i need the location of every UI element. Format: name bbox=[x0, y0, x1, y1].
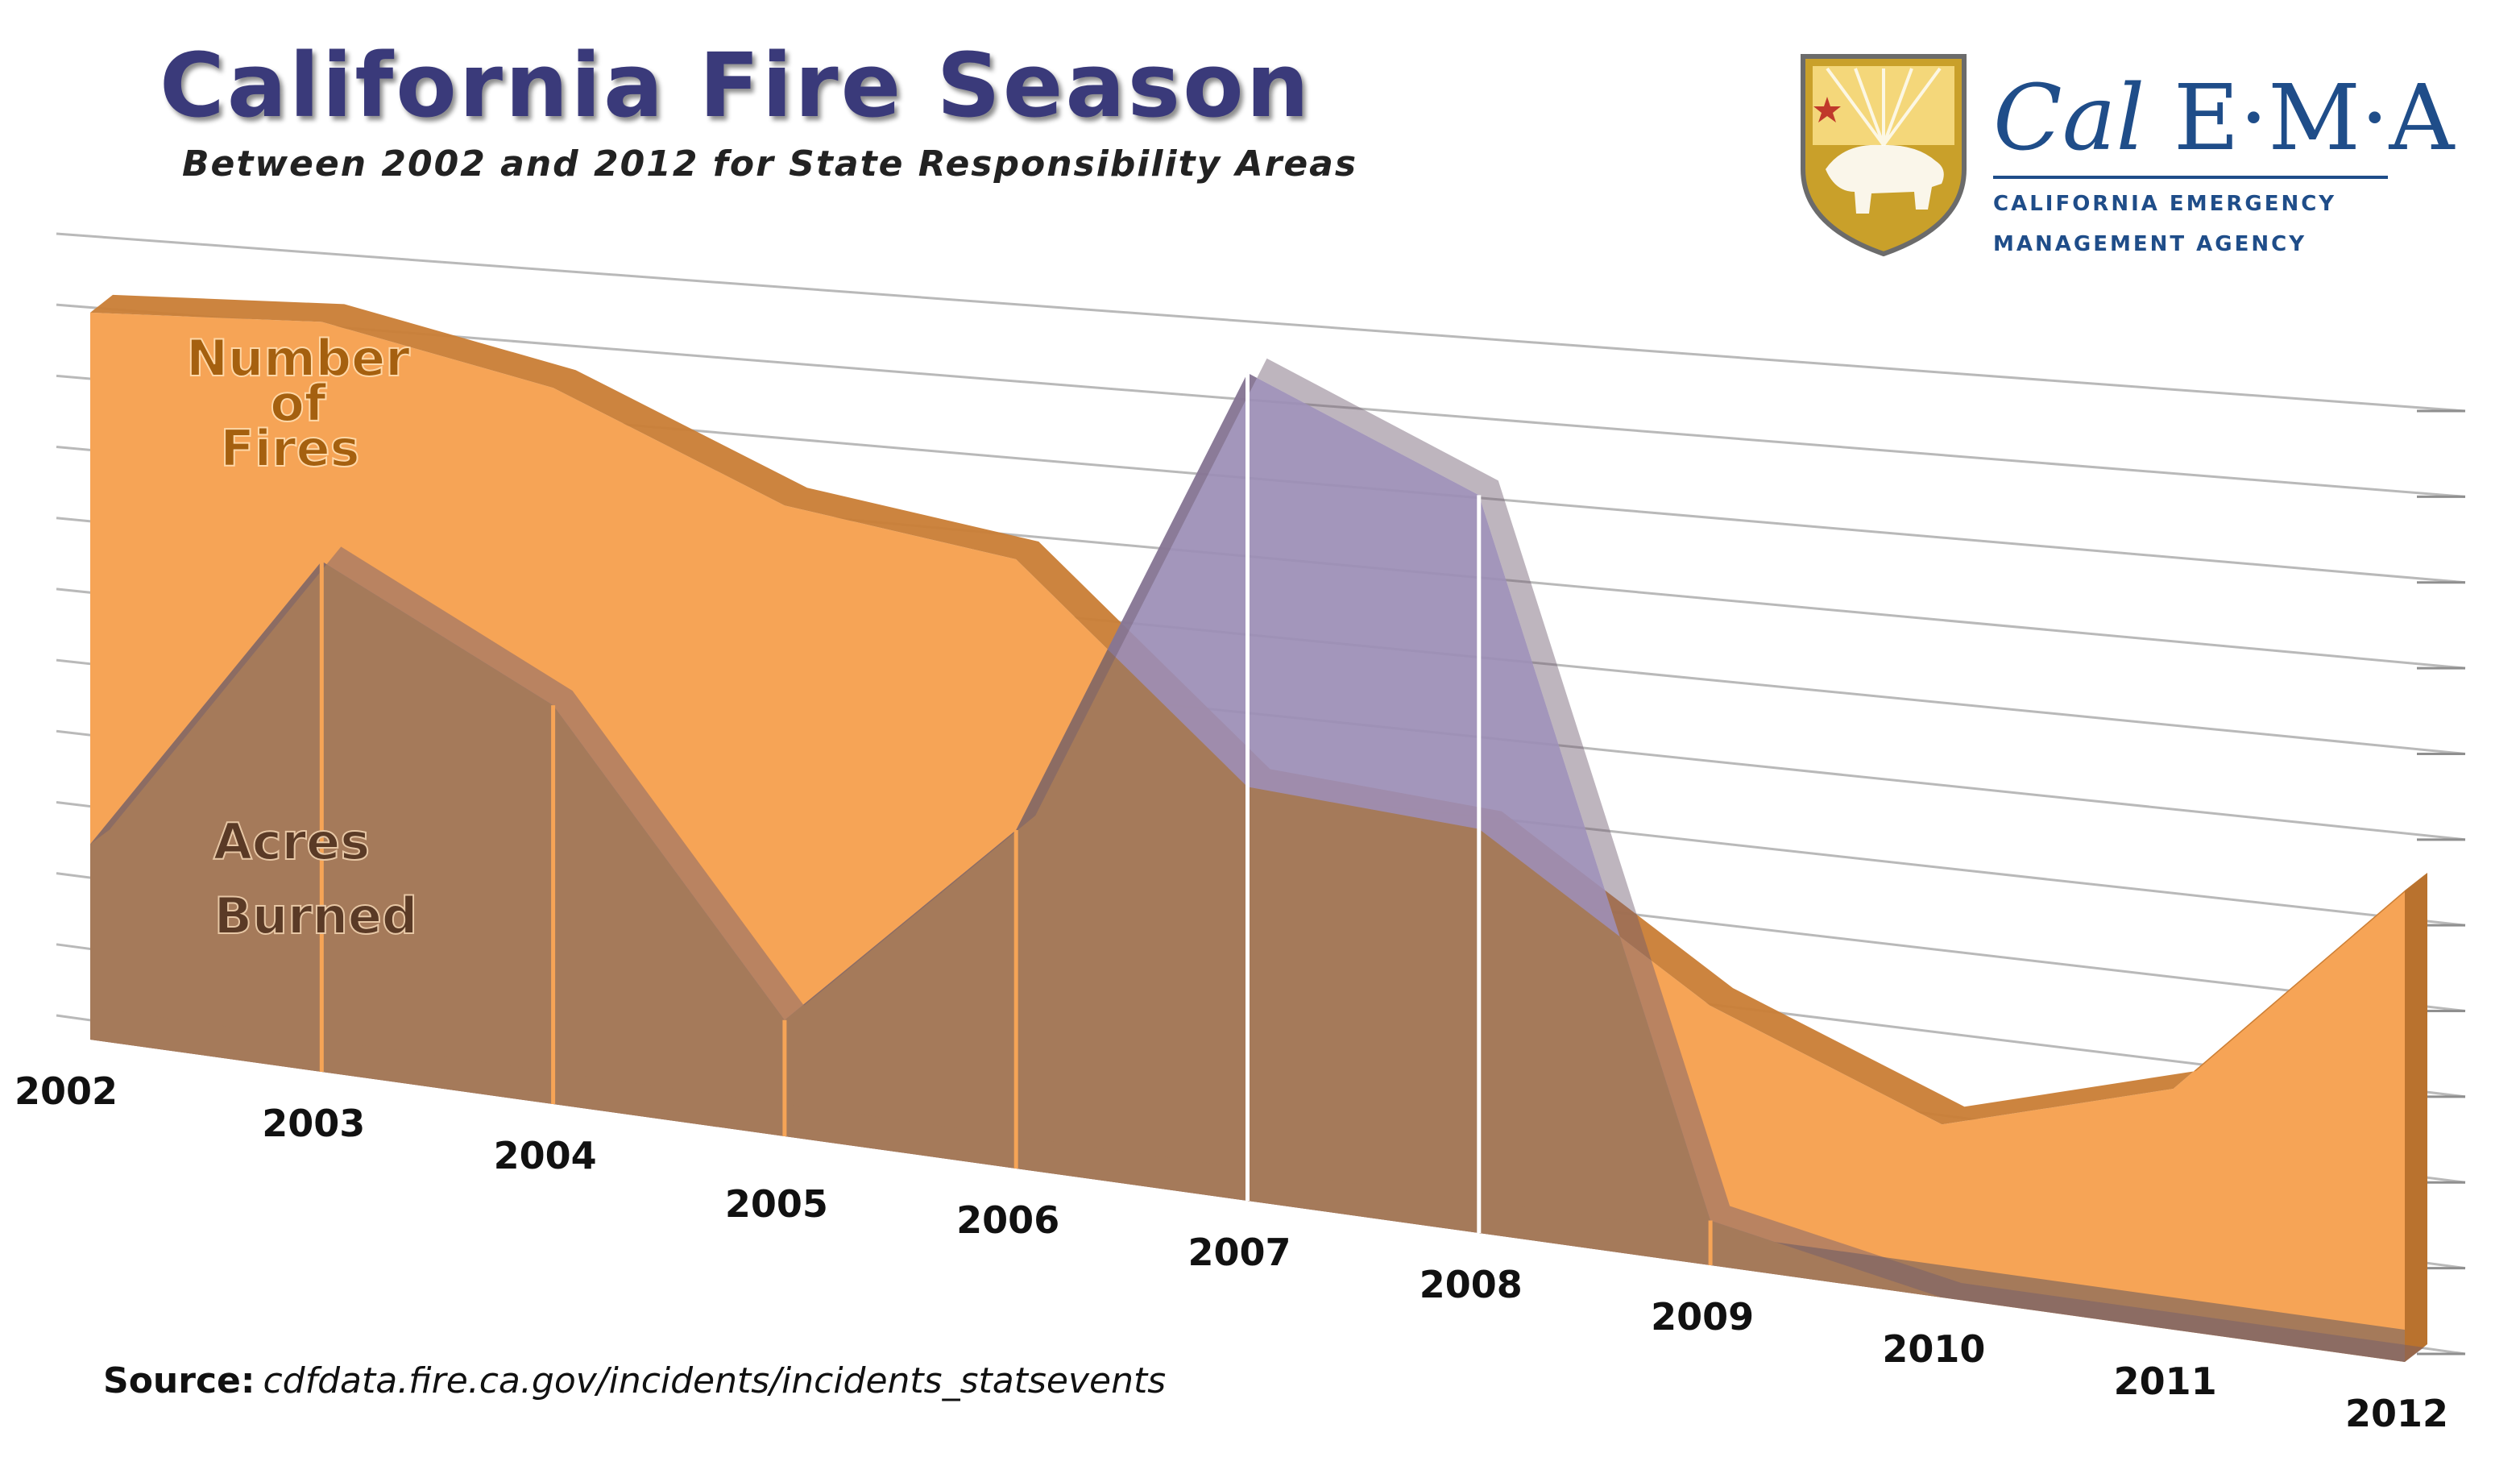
x-tick-label: 2008 bbox=[1420, 1263, 1523, 1306]
logo-name: Cal E·M·A bbox=[1993, 66, 2454, 171]
acres-legend-label: Acres bbox=[213, 812, 370, 871]
logo-name-cal: Cal bbox=[1993, 66, 2145, 171]
source-note: Source: cdfdata.fire.ca.gov/incidents/inc… bbox=[103, 1360, 1166, 1401]
x-tick-label: 2011 bbox=[2114, 1360, 2217, 1403]
chart-subtitle: Between 2002 and 2012 for State Responsi… bbox=[182, 143, 1358, 185]
fires-side-face bbox=[2405, 873, 2427, 1362]
x-tick-label: 2006 bbox=[956, 1198, 1059, 1242]
x-tick-label: 2004 bbox=[494, 1134, 597, 1177]
acres-legend-label: Burned bbox=[214, 886, 418, 945]
logo-tagline-line1: CALIFORNIA EMERGENCY bbox=[1993, 192, 2337, 216]
x-tick-label: 2009 bbox=[1651, 1295, 1754, 1339]
bear-shield-icon bbox=[1801, 54, 1967, 257]
fires-legend-label: Fires bbox=[220, 419, 359, 478]
source-label: Source: bbox=[103, 1360, 255, 1401]
fires-legend-label: of bbox=[270, 374, 327, 433]
logo-name-ema: E·M·A bbox=[2173, 66, 2455, 171]
x-tick-label: 2007 bbox=[1187, 1231, 1291, 1274]
logo-divider bbox=[1993, 176, 2388, 179]
x-tick-label: 2003 bbox=[262, 1102, 365, 1145]
chart-title: California Fire Season bbox=[160, 34, 1312, 137]
x-tick-label: 2012 bbox=[2345, 1392, 2448, 1435]
x-tick-label: 2005 bbox=[725, 1182, 828, 1226]
cal-ema-logo: Cal E·M·A CALIFORNIA EMERGENCY MANAGEMEN… bbox=[1795, 48, 2454, 266]
logo-tagline-line2: MANAGEMENT AGENCY bbox=[1993, 232, 2307, 256]
logo-text: Cal E·M·A CALIFORNIA EMERGENCY MANAGEMEN… bbox=[1993, 66, 2454, 259]
source-url: cdfdata.fire.ca.gov/incidents/incidents_… bbox=[263, 1360, 1167, 1401]
fires-legend-label: Number bbox=[186, 329, 410, 388]
x-tick-label: 2010 bbox=[1882, 1327, 1985, 1371]
gridline bbox=[56, 232, 2466, 413]
x-tick-label: 2002 bbox=[15, 1069, 118, 1113]
